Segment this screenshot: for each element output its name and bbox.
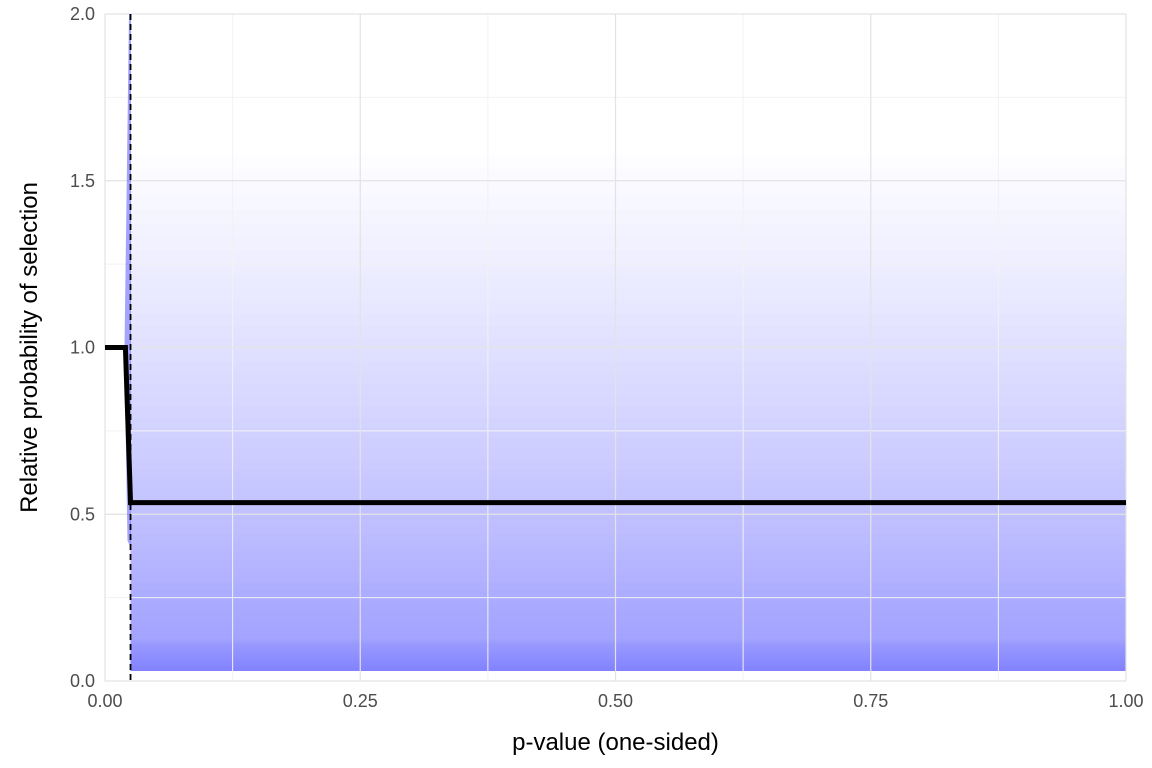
x-tick-label: 0.75	[853, 691, 888, 711]
posterior-bands	[131, 155, 1126, 671]
x-tick-label: 0.25	[343, 691, 378, 711]
x-tick-labels: 0.00 0.25 0.50 0.75 1.00	[87, 691, 1143, 711]
major-gridlines	[104, 13, 1127, 682]
y-tick-label: 0.5	[70, 504, 95, 524]
x-axis-title: p-value (one-sided)	[512, 729, 719, 756]
y-tick-label: 2.0	[70, 4, 95, 24]
posterior-band	[131, 155, 1126, 671]
x-tick-label: 0.00	[87, 691, 122, 711]
posterior-band-dense	[131, 639, 1126, 671]
y-tick-label: 0.0	[70, 671, 95, 691]
y-tick-labels: 0.0 0.5 1.0 1.5 2.0	[70, 4, 95, 691]
x-tick-label: 1.00	[1108, 691, 1143, 711]
y-tick-label: 1.0	[70, 338, 95, 358]
x-tick-label: 0.50	[598, 691, 633, 711]
y-axis-title: Relative probability of selection	[16, 182, 43, 513]
weight-function-line	[105, 345, 1126, 506]
series-layer	[105, 345, 1126, 506]
y-tick-label: 1.5	[70, 171, 95, 191]
